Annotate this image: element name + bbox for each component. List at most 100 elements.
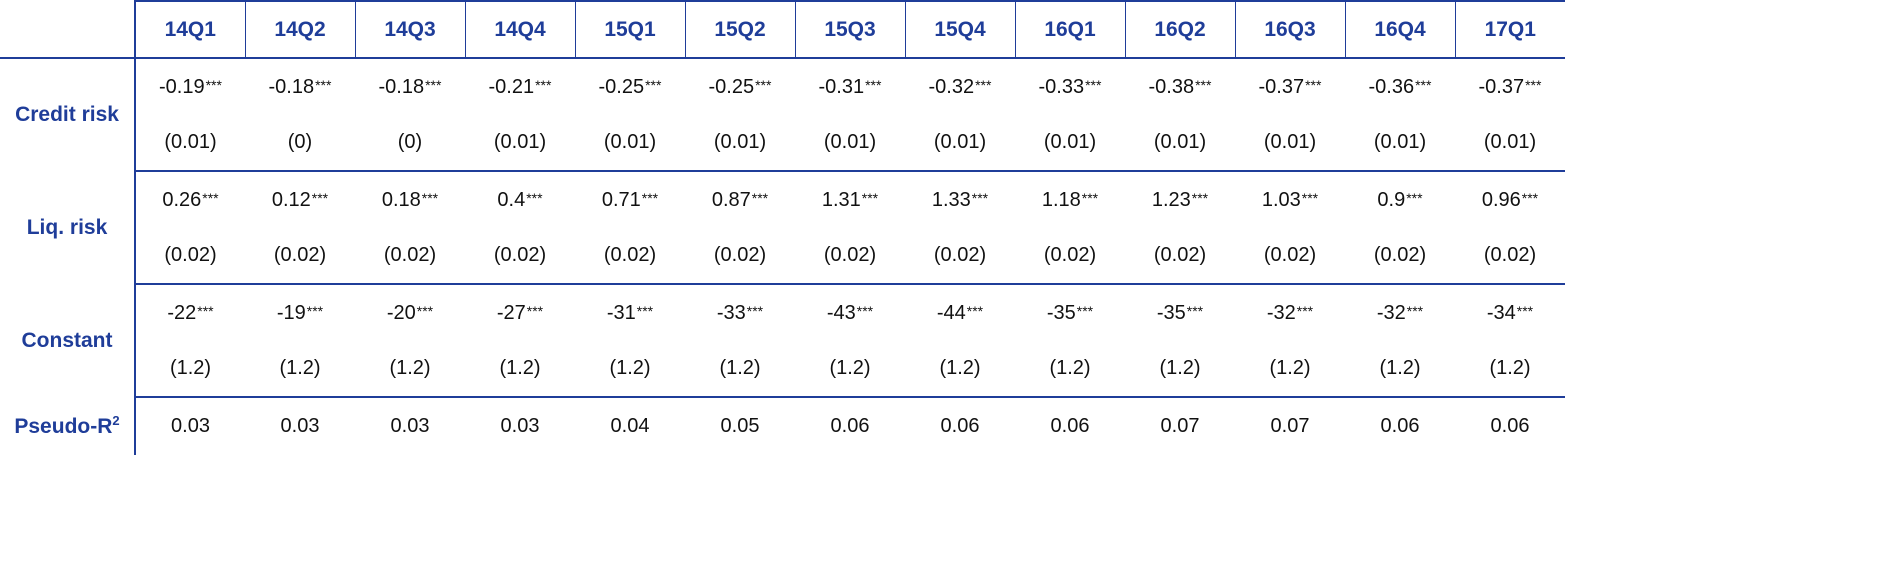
coefficient-cell: -0.37*** [1455, 58, 1565, 115]
coefficient-cell: -0.36*** [1345, 58, 1455, 115]
coefficient-value: 1.23 [1151, 188, 1191, 211]
significance-stars: *** [1406, 302, 1424, 319]
coefficient-cell: -19*** [245, 284, 355, 341]
coefficient-value: 0.18 [381, 188, 421, 211]
coefficient-value: -35 [1156, 301, 1186, 324]
pseudo-r2-cell: 0.03 [171, 415, 210, 437]
pseudo-r2-cell: 0.03 [390, 415, 430, 437]
standard-error-cell: (0.02) [135, 228, 245, 285]
significance-stars: *** [1195, 76, 1212, 93]
coefficient-cell: -0.31*** [795, 58, 905, 115]
coefficient-cell: 0.87*** [685, 171, 795, 228]
column-header: 16Q2 [1124, 0, 1235, 59]
coefficient-value: -44 [936, 301, 966, 324]
coefficient-value: -27 [496, 301, 526, 324]
standard-error-cell: (0.01) [1455, 115, 1565, 172]
row-label: Liq. risk [0, 171, 136, 284]
pseudo-r2-cell: 0.06 [1380, 415, 1420, 437]
coefficient-cell: -0.19*** [135, 58, 245, 115]
significance-stars: *** [645, 76, 662, 93]
standard-error-row: (0.02) (0.02) (0.02) (0.02) (0.02) (0.02) (0.0… [0, 228, 1565, 285]
coefficient-value: -0.37 [1478, 75, 1525, 98]
coefficient-cell: 1.03*** [1235, 171, 1345, 228]
standard-error-cell: (0.02) [1235, 228, 1345, 285]
standard-error-cell: (0.02) [685, 228, 795, 285]
significance-stars: *** [535, 76, 552, 93]
significance-stars: *** [966, 302, 984, 319]
coefficient-cell: -33*** [685, 284, 795, 341]
coefficient-value: 0.96 [1481, 188, 1521, 211]
coefficient-cell: -35*** [1015, 284, 1125, 341]
pseudo-r2-cell: 0.06 [1050, 415, 1090, 437]
coefficient-value: -34 [1486, 301, 1516, 324]
coefficient-value: -0.19 [159, 75, 205, 98]
standard-error-cell: (1.2) [245, 341, 355, 398]
coefficient-cell: -0.21*** [465, 58, 575, 115]
standard-error-cell: (0.01) [1235, 115, 1345, 172]
coefficient-cell: -0.32*** [905, 58, 1015, 115]
pseudo-r2-label-text: Pseudo-R [14, 415, 113, 438]
coefficient-cell: -0.37*** [1235, 58, 1345, 115]
significance-stars: *** [746, 302, 764, 319]
pseudo-r2-cell: 0.06 [940, 415, 980, 437]
standard-error-cell: (0.01) [1015, 115, 1125, 172]
coefficient-cell: 0.4*** [465, 171, 575, 228]
coefficient-value: 1.33 [931, 188, 971, 211]
pseudo-r2-cell: 0.06 [830, 415, 870, 437]
significance-stars: *** [197, 302, 214, 319]
standard-error-cell: (0.01) [135, 115, 245, 172]
coefficient-value: -31 [606, 301, 636, 324]
coefficient-cell: 0.18*** [355, 171, 465, 228]
standard-error-cell: (0.01) [1125, 115, 1235, 172]
coefficient-row: Liq. risk 0.26*** 0.12*** 0.18*** 0.4*** 0.71… [0, 171, 1565, 284]
standard-error-cell: (1.2) [1345, 341, 1455, 398]
pseudo-r2-row: Pseudo-R2 0.03 0.03 0.03 0.03 0.04 0.05 0.06 0.0… [0, 397, 1565, 455]
coefficient-value: -32 [1266, 301, 1296, 324]
coefficient-value: 1.31 [821, 188, 861, 211]
significance-stars: *** [526, 189, 543, 206]
column-header: 14Q2 [244, 0, 355, 59]
coefficient-cell: 1.23*** [1125, 171, 1235, 228]
pseudo-r2-cell: 0.07 [1270, 415, 1310, 437]
coefficient-cell: -32*** [1235, 284, 1345, 341]
coefficient-cell: -31*** [575, 284, 685, 341]
standard-error-cell: (0.01) [575, 115, 685, 172]
significance-stars: *** [205, 76, 222, 93]
row-label: Pseudo-R2 [0, 397, 136, 455]
coefficient-value: 0.87 [711, 188, 751, 211]
coefficient-cell: -43*** [795, 284, 905, 341]
coefficient-value: -0.37 [1258, 75, 1305, 98]
significance-stars: *** [1186, 302, 1204, 319]
row-label: Credit risk [0, 58, 136, 171]
significance-stars: *** [311, 189, 329, 206]
coefficient-value: 0.4 [497, 188, 526, 211]
standard-error-cell: (0.02) [1455, 228, 1565, 285]
coefficient-value: -22 [167, 301, 197, 324]
coefficient-cell: -0.18*** [245, 58, 355, 115]
standard-error-cell: (1.2) [905, 341, 1015, 398]
coefficient-cell: -35*** [1125, 284, 1235, 341]
pseudo-r2-cell: 0.04 [610, 415, 650, 437]
coefficient-row: Constant -22*** -19*** -20*** -27*** -31*** -3… [0, 284, 1565, 397]
standard-error-cell: (0.02) [355, 228, 465, 285]
coefficient-value: -35 [1046, 301, 1076, 324]
coefficient-value: -0.31 [818, 75, 865, 98]
coefficient-cell: 1.33*** [905, 171, 1015, 228]
significance-stars: *** [755, 76, 772, 93]
significance-stars: *** [202, 189, 219, 206]
coefficient-cell: -0.25*** [685, 58, 795, 115]
significance-stars: *** [641, 189, 659, 206]
significance-stars: *** [1191, 189, 1209, 206]
significance-stars: *** [1525, 76, 1542, 93]
coefficient-value: -33 [716, 301, 746, 324]
coefficient-value: -0.32 [928, 75, 975, 98]
significance-stars: *** [1406, 189, 1423, 206]
column-header: 14Q4 [464, 0, 575, 59]
standard-error-cell: (0.02) [245, 228, 355, 285]
significance-stars: *** [1521, 189, 1539, 206]
significance-stars: *** [425, 76, 442, 93]
coefficient-value: -32 [1376, 301, 1406, 324]
row-label: Constant [0, 284, 136, 397]
standard-error-cell: (0.02) [905, 228, 1015, 285]
significance-stars: *** [416, 302, 434, 319]
